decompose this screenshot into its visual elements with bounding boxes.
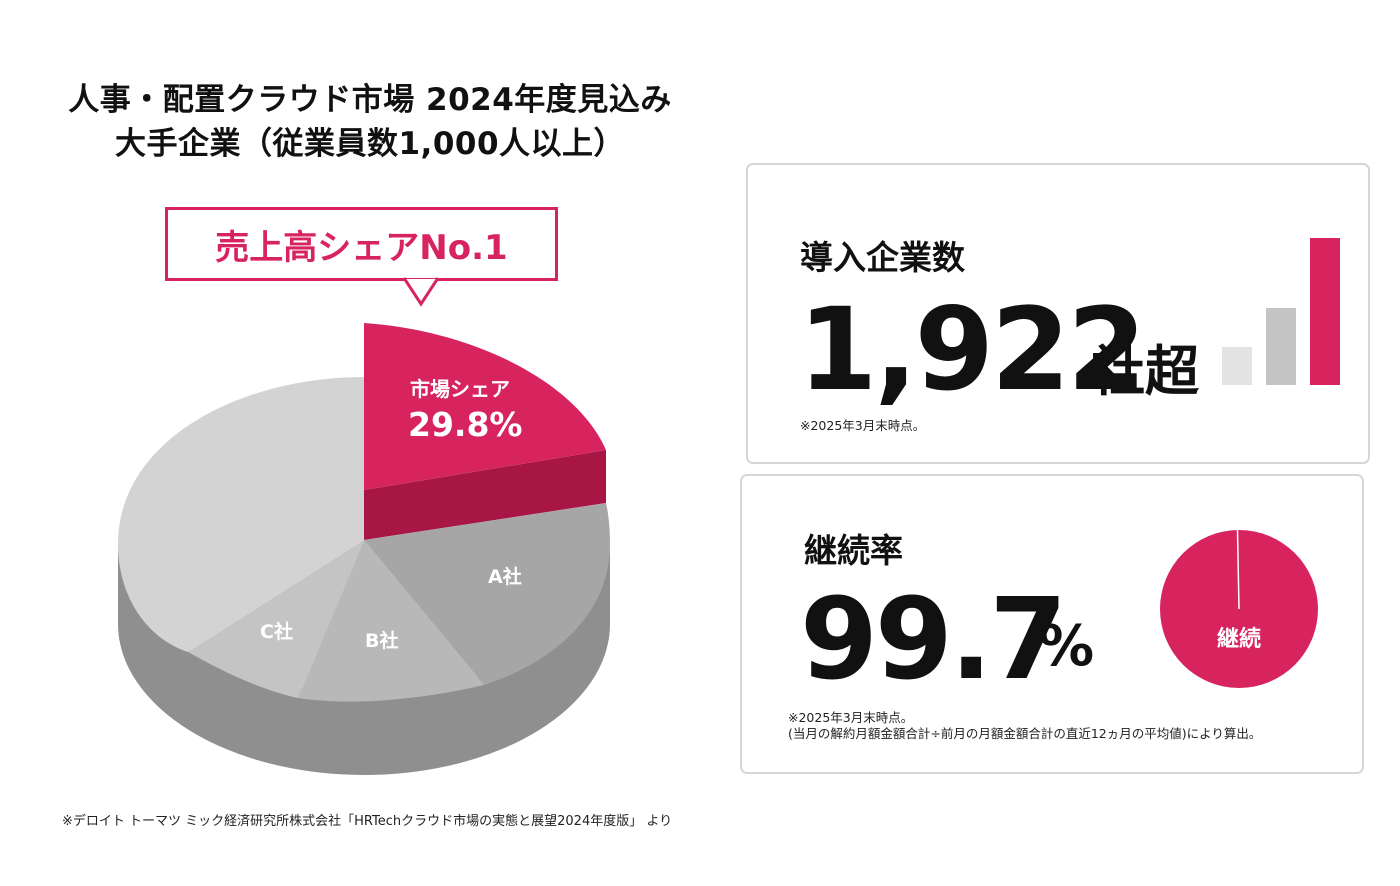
retention-note-line1: ※2025年3月末時点。 bbox=[788, 710, 914, 725]
pie-slice-a bbox=[364, 503, 610, 685]
companies-card: 導入企業数 1,922 社超 ※2025年3月末時点。 bbox=[746, 163, 1370, 464]
companies-unit: 社超 bbox=[1091, 340, 1199, 403]
pie-slice-b bbox=[298, 540, 484, 702]
pie-label-share-name: 市場シェア bbox=[410, 377, 510, 401]
pie-label-c: C社 bbox=[260, 620, 293, 643]
source-note: ※デロイト トーマツ ミック経済研究所株式会社「HRTechクラウド市場の実態と… bbox=[62, 814, 673, 829]
retention-note-line2: (当月の解約月額金額合計÷前月の月額金額合計の直近12ヵ月の平均値)により算出。 bbox=[788, 726, 1262, 741]
pie-side-rest bbox=[118, 544, 610, 775]
companies-note: ※2025年3月末時点。 bbox=[800, 418, 926, 433]
callout-text: 売上高シェアNo.1 bbox=[215, 227, 508, 268]
pie-slice-share bbox=[364, 323, 606, 490]
retention-card-title: 継続率 bbox=[804, 531, 903, 570]
retention-pie-divider bbox=[1236, 529, 1240, 610]
retention-note: ※2025年3月末時点。 (当月の解約月額金額合計÷前月の月額金額合計の直近12… bbox=[788, 710, 1261, 742]
callout-tail bbox=[404, 277, 438, 307]
retention-pie-label: 継続 bbox=[1217, 626, 1261, 652]
pie-slice-rest bbox=[118, 377, 364, 652]
retention-rate: 99.7 bbox=[800, 575, 1067, 705]
pie-chart: 市場シェア 29.8% A社 B社 C社 bbox=[118, 323, 610, 775]
retention-card: 継続率 99.7 % ※2025年3月末時点。 (当月の解約月額金額合計÷前月の… bbox=[740, 474, 1364, 774]
pie-label-b: B社 bbox=[365, 629, 398, 652]
chart-title-line2: 大手企業（従業員数1,000人以上） bbox=[114, 126, 626, 162]
pie-side-share bbox=[364, 450, 606, 540]
retention-unit: % bbox=[1038, 614, 1095, 679]
pie-label-share-value: 29.8% bbox=[408, 405, 523, 444]
chart-title: 人事・配置クラウド市場 2024年度見込み 大手企業（従業員数1,000人以上） bbox=[20, 78, 720, 166]
pie-label-a: A社 bbox=[488, 565, 522, 588]
pie-slice-c bbox=[188, 540, 364, 698]
companies-card-title: 導入企業数 bbox=[800, 238, 965, 277]
retention-pie: 継続 bbox=[1160, 529, 1318, 688]
companies-count: 1,922 bbox=[798, 283, 1147, 416]
growth-bars-icon bbox=[1222, 238, 1340, 385]
chart-title-line1: 人事・配置クラウド市場 2024年度見込み bbox=[68, 82, 672, 118]
sales-share-callout: 売上高シェアNo.1 bbox=[165, 207, 558, 281]
